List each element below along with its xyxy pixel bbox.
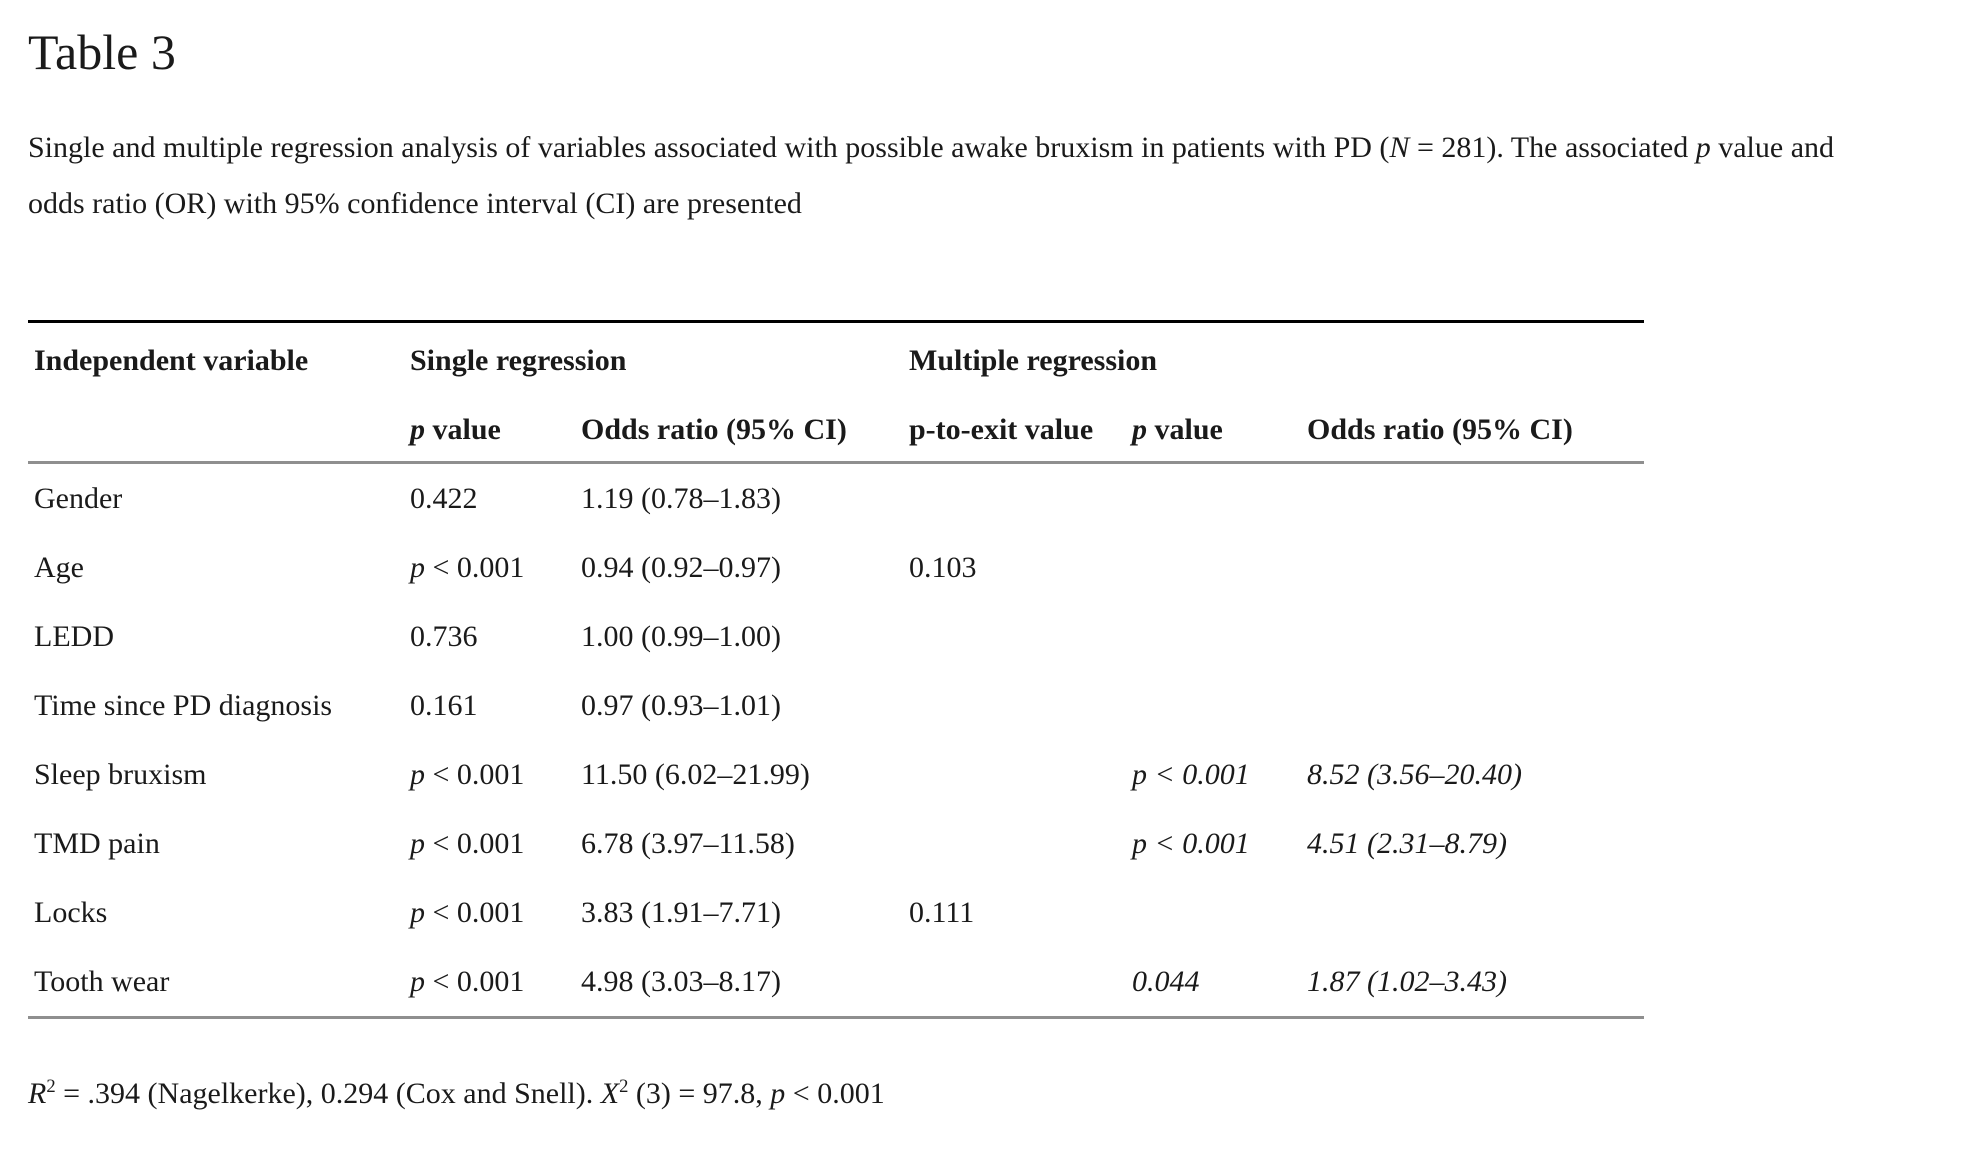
table-row: TMD pain p < 0.001 6.78 (3.97–11.58) p < 0.… (28, 809, 1644, 878)
cell-single-odds-ratio: 0.94 (0.92–0.97) (581, 550, 781, 584)
table-row: Sleep bruxism p < 0.001 11.50 (6.02–21.99)… (28, 740, 1644, 809)
colhead-single-p-value: p value (410, 399, 581, 464)
table-row: Locks p < 0.001 3.83 (1.91–7.71) 0.111 (28, 878, 1644, 947)
cell-multiple-odds-ratio (1307, 878, 1644, 947)
table-row: Gender 0.422 1.19 (0.78–1.83) (28, 463, 1644, 534)
cell-p-to-exit-value: 0.111 (909, 895, 975, 929)
colhead-single-odds-ratio: Odds ratio (95% CI) (581, 399, 909, 464)
cell-p-to-exit-value: 0.103 (909, 550, 977, 584)
cell-single-p-value: 0.736 (410, 619, 478, 653)
cell-multiple-p-value: 0.044 (1132, 964, 1200, 998)
page: Table 3 Single and multiple regression a… (28, 24, 1948, 1110)
table-row: Tooth wear p < 0.001 4.98 (3.03–8.17) 0.044… (28, 947, 1644, 1018)
cell-multiple-odds-ratio: 1.87 (1.02–3.43) (1307, 964, 1507, 998)
cell-single-odds-ratio: 3.83 (1.91–7.71) (581, 895, 781, 929)
cell-single-odds-ratio: 11.50 (6.02–21.99) (581, 757, 810, 791)
cell-single-p-value: p < 0.001 (410, 826, 525, 860)
cell-multiple-odds-ratio (1307, 533, 1644, 602)
colhead-multiple-odds-ratio: Odds ratio (95% CI) (1307, 399, 1645, 464)
cell-multiple-p-value (1132, 463, 1307, 534)
table-caption: Single and multiple regression analysis … (28, 120, 1948, 232)
header-independent-variable: Independent variable (34, 344, 309, 377)
cell-multiple-p-value (1132, 602, 1307, 671)
column-header-row: p value Odds ratio (95% CI) p-to-exit va… (28, 399, 1645, 464)
cell-multiple-p-value (1132, 671, 1307, 740)
cell-multiple-odds-ratio (1307, 671, 1644, 740)
table-row: Time since PD diagnosis 0.161 0.97 (0.93–1… (28, 671, 1644, 740)
cell-single-p-value: p < 0.001 (410, 895, 525, 929)
table-row: Age p < 0.001 0.94 (0.92–0.97) 0.103 (28, 533, 1644, 602)
cell-p-to-exit-value (909, 947, 1132, 1018)
cell-p-to-exit-value (909, 809, 1132, 878)
cell-independent-variable: TMD pain (34, 826, 160, 860)
cell-multiple-p-value (1132, 533, 1307, 602)
table-title: Table 3 (28, 24, 176, 80)
table-footnote: R2 = .394 (Nagelkerke), 0.294 (Cox and S… (28, 1076, 885, 1110)
cell-p-to-exit-value (909, 740, 1132, 809)
cell-single-odds-ratio: 1.00 (0.99–1.00) (581, 619, 781, 653)
cell-multiple-p-value: p < 0.001 (1132, 826, 1250, 860)
cell-single-odds-ratio: 6.78 (3.97–11.58) (581, 826, 795, 860)
cell-single-p-value: p < 0.001 (410, 964, 525, 998)
cell-single-p-value: p < 0.001 (410, 550, 525, 584)
cell-p-to-exit-value (909, 671, 1132, 740)
cell-independent-variable: Sleep bruxism (34, 757, 207, 791)
colhead-p-to-exit-value: p-to-exit value (909, 399, 1132, 464)
cell-multiple-odds-ratio (1307, 463, 1644, 534)
cell-independent-variable: Age (34, 550, 84, 584)
cell-independent-variable: Gender (34, 481, 123, 515)
cell-independent-variable: Time since PD diagnosis (34, 688, 333, 722)
cell-multiple-odds-ratio: 8.52 (3.56–20.40) (1307, 757, 1522, 791)
cell-single-p-value: p < 0.001 (410, 757, 525, 791)
caption-line-2: odds ratio (OR) with 95% confidence inte… (28, 187, 802, 220)
regression-table: Independent variable Single regression M… (28, 320, 1645, 1019)
cell-multiple-odds-ratio (1307, 602, 1644, 671)
cell-independent-variable: Tooth wear (34, 964, 170, 998)
group-header-row: Independent variable Single regression M… (28, 322, 1644, 400)
cell-multiple-p-value (1132, 878, 1307, 947)
cell-multiple-odds-ratio: 4.51 (2.31–8.79) (1307, 826, 1507, 860)
header-multiple-regression: Multiple regression (909, 344, 1158, 377)
table-row: LEDD 0.736 1.00 (0.99–1.00) (28, 602, 1644, 671)
cell-p-to-exit-value (909, 463, 1132, 534)
cell-single-p-value: 0.422 (410, 481, 478, 515)
colhead-multiple-p-value: p value (1132, 399, 1307, 464)
header-single-regression: Single regression (410, 344, 627, 377)
colhead-blank (28, 399, 410, 464)
cell-single-odds-ratio: 4.98 (3.03–8.17) (581, 964, 781, 998)
cell-single-odds-ratio: 0.97 (0.93–1.01) (581, 688, 781, 722)
cell-independent-variable: Locks (34, 895, 108, 929)
caption-line-1: Single and multiple regression analysis … (28, 131, 1835, 164)
cell-multiple-p-value: p < 0.001 (1132, 757, 1250, 791)
cell-p-to-exit-value (909, 602, 1132, 671)
cell-single-odds-ratio: 1.19 (0.78–1.83) (581, 481, 781, 515)
cell-independent-variable: LEDD (34, 619, 114, 653)
table-body: Gender 0.422 1.19 (0.78–1.83) Age p < 0.001 0… (28, 463, 1644, 1018)
cell-single-p-value: 0.161 (410, 688, 478, 722)
table-header: Independent variable Single regression M… (28, 322, 1645, 464)
